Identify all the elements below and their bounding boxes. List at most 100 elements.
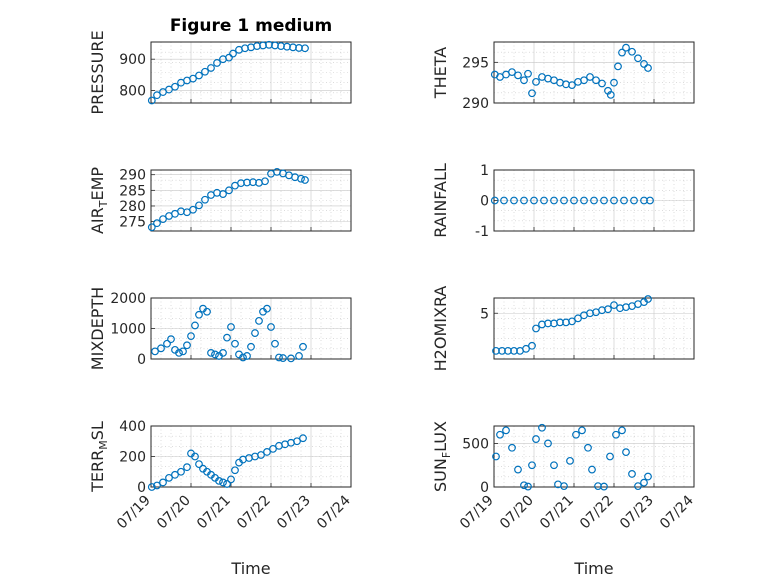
data-point (606, 90, 615, 99)
subplot-h2omixra: 5 H2OMIXRA (431, 286, 695, 371)
data-point (528, 341, 536, 350)
data-point (195, 310, 203, 319)
y-tick-label: -1 (475, 224, 489, 240)
data-point (195, 201, 203, 210)
data-point (183, 341, 191, 350)
data-point (492, 452, 500, 461)
data-point (630, 196, 638, 205)
data-point (201, 67, 209, 76)
y-axis-label: MIXDEPTH (88, 287, 107, 370)
data-point (520, 481, 528, 490)
axes-box (493, 297, 695, 360)
data-point (231, 339, 239, 348)
data-point (528, 461, 536, 470)
data-point (165, 473, 173, 482)
axes-box (150, 169, 352, 232)
data-point (640, 60, 648, 68)
data-point (520, 76, 528, 85)
data-point (524, 69, 532, 78)
axes-box (493, 425, 695, 488)
data-point (572, 430, 580, 439)
data-point (187, 332, 195, 341)
data-point (514, 465, 522, 474)
data-point (578, 426, 586, 435)
data-point (590, 196, 598, 205)
data-point (247, 342, 255, 351)
data-point (644, 64, 652, 72)
axes-box (493, 169, 695, 232)
data-point (504, 346, 512, 355)
data-point (530, 196, 538, 205)
data-point (171, 82, 179, 91)
x-tick-label: 07/21 (537, 493, 577, 533)
data-point (606, 452, 614, 461)
data-point (153, 481, 161, 490)
y-axis-label: PRESSURE (88, 30, 107, 114)
data-point (275, 353, 283, 362)
data-point (508, 68, 516, 76)
data-point (622, 43, 630, 52)
data-point (177, 467, 185, 476)
data-point (299, 342, 307, 351)
data-point (261, 177, 269, 186)
data-point (610, 301, 618, 310)
data-point (267, 323, 275, 331)
y-tick-label: 0 (137, 352, 146, 368)
data-point (614, 62, 622, 71)
y-tick-label: 200 (119, 450, 146, 466)
data-point (263, 304, 271, 313)
data-point (580, 76, 588, 85)
data-point (165, 85, 173, 94)
y-tick-label: 0 (480, 194, 489, 210)
y-tick-label: 1000 (110, 322, 146, 338)
data-point (183, 463, 191, 472)
data-point (219, 349, 227, 357)
data-point (207, 349, 215, 357)
data-point (592, 76, 600, 85)
data-point (612, 430, 620, 439)
data-point (568, 81, 576, 90)
data-point (566, 456, 574, 465)
plot-area (493, 297, 695, 360)
data-point (287, 354, 295, 363)
x-tick-label: 07/24 (657, 492, 697, 532)
x-tick-label: 07/23 (274, 493, 314, 533)
data-point (257, 451, 265, 459)
x-tick-label: 07/19 (114, 493, 154, 533)
data-point (628, 47, 636, 56)
data-point (195, 460, 203, 469)
data-point (520, 196, 528, 205)
data-point (600, 482, 608, 491)
data-point (600, 196, 608, 205)
data-point (544, 439, 552, 448)
y-tick-label: 280 (119, 199, 146, 215)
data-point (159, 478, 167, 487)
data-point (570, 196, 578, 205)
data-point (496, 430, 504, 439)
axes-box (493, 41, 695, 104)
data-point (295, 352, 303, 360)
y-axis-label: RAINFALL (431, 163, 450, 238)
data-point (299, 434, 307, 443)
data-point (604, 305, 612, 314)
data-point (528, 89, 536, 98)
data-point (159, 215, 167, 224)
y-tick-label: 500 (462, 436, 489, 452)
data-point (219, 478, 227, 487)
data-point (171, 470, 179, 479)
data-point (586, 73, 594, 81)
data-point (227, 323, 235, 331)
subplot-rainfall: -1 0 1 RAINFALL (431, 163, 695, 240)
axes-box (150, 41, 352, 104)
data-point (243, 352, 251, 360)
data-point (634, 54, 642, 63)
data-point (147, 483, 156, 491)
data-point (219, 190, 227, 198)
data-point (153, 219, 161, 228)
data-point (179, 347, 187, 356)
data-point (500, 196, 508, 205)
